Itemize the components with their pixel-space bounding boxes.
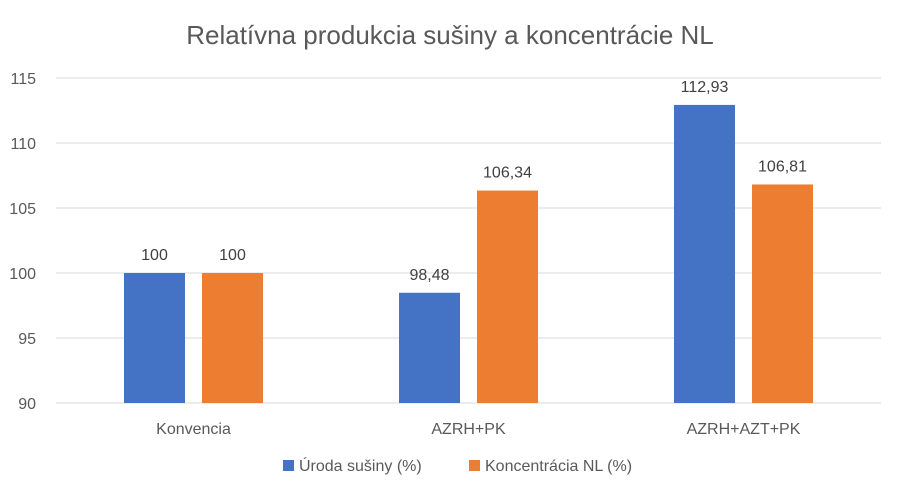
data-label: 100 [141, 247, 168, 264]
legend-label: Úroda sušiny (%) [299, 456, 422, 475]
bar-series-1-category-1 [477, 190, 538, 403]
legend-swatch [469, 460, 480, 471]
y-tick-label: 95 [18, 331, 36, 348]
data-label: 98,48 [409, 267, 449, 284]
x-axis-category-labels: Konvencia AZRH+PK AZRH+AZT+PK [156, 421, 801, 438]
data-label: 106,81 [758, 158, 807, 175]
legend-label: Koncentrácia NL (%) [485, 458, 632, 475]
x-category-label: AZRH+PK [431, 421, 506, 438]
gridlines [56, 77, 881, 404]
y-tick-label: 105 [9, 201, 36, 218]
y-tick-label: 90 [18, 396, 36, 413]
legend: Úroda sušiny (%) Koncentrácia NL (%) [283, 456, 632, 475]
data-label: 100 [219, 247, 246, 264]
data-label: 112,93 [681, 79, 729, 96]
x-category-label: Konvencia [156, 421, 231, 438]
x-category-label: AZRH+AZT+PK [687, 421, 801, 438]
data-label: 106,34 [483, 165, 532, 182]
bars [124, 104, 813, 403]
bar-series-1-category-2 [752, 184, 813, 403]
bar-series-1-category-0 [202, 273, 263, 403]
y-axis-tick-labels: 90 95 100 105 110 115 [9, 71, 36, 413]
bar-series-0-category-0 [124, 273, 185, 403]
legend-swatch [283, 460, 294, 471]
y-tick-label: 115 [10, 71, 36, 88]
chart-title: Relatívna produkcia sušiny a koncentráci… [186, 20, 714, 50]
y-tick-label: 100 [9, 266, 36, 283]
bar-series-0-category-1 [399, 292, 460, 403]
y-tick-label: 110 [10, 136, 36, 153]
data-labels: 100 100 98,48 106,34 112,93 106,81 [141, 79, 807, 284]
bar-series-0-category-2 [674, 104, 735, 403]
